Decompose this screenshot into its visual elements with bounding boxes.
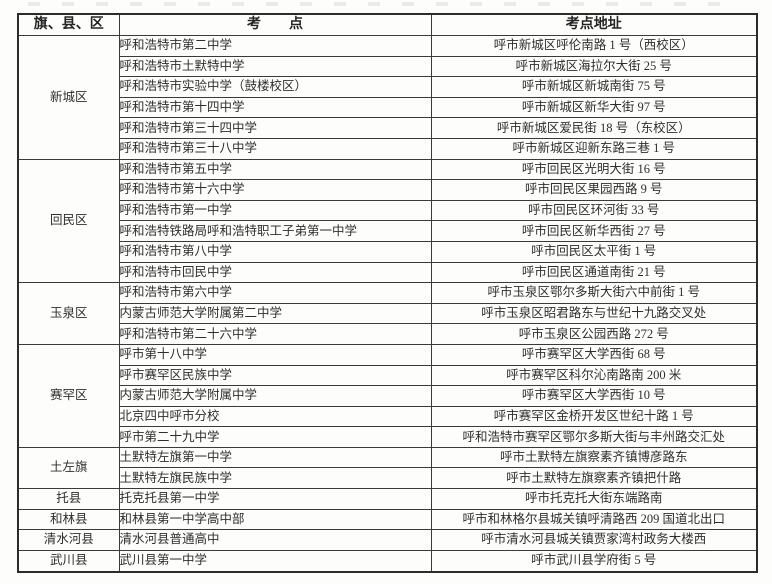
- exam-site-cell: 呼和浩特市第六中学: [118, 282, 432, 304]
- district-cell: 玉泉区: [17, 282, 120, 345]
- exam-site-cell: 呼市第十八中学: [118, 343, 432, 366]
- exam-address-cell: 呼市回民区新华西街 27 号: [430, 220, 758, 242]
- exam-site-cell: 呼和浩特市第十六中学: [118, 179, 432, 201]
- exam-table-body: 新城区 呼和浩特市第二中学 呼市新城区呼伦南路 1 号（西校区） 呼和浩特市土默特中学…: [17, 35, 758, 573]
- table-row: 呼市赛罕区民族中学 呼市赛罕区科尔沁南路南 200 米: [18, 364, 758, 387]
- exam-site-cell: 托克托县第一中学: [118, 488, 432, 510]
- exam-site-cell: 清水河县普通高中: [118, 529, 432, 551]
- table-row: 呼和浩特市第三十八中学 呼市新城区迎新东路三巷 1 号: [18, 137, 758, 160]
- table-row: 和林县 和林县第一中学高中部 呼市和林格尔县城关镇呼清路西 209 国道北出口: [17, 508, 758, 531]
- exam-site-cell: 土默特左旗民族中学: [118, 467, 432, 490]
- district-cell: 托县: [17, 488, 120, 510]
- exam-site-cell: 呼和浩特市回民中学: [118, 261, 432, 284]
- table-row: 呼和浩特市第八中学 呼市回民区太平街 1 号: [18, 240, 758, 263]
- exam-address-cell: 呼市玉泉区鄂尔多斯大街六中前街 1 号: [430, 282, 758, 304]
- exam-address-cell: 呼市回民区环河街 33 号: [430, 199, 758, 222]
- exam-site-cell: 呼市赛罕区民族中学: [118, 364, 432, 387]
- exam-site-cell: 呼和浩特市第八中学: [118, 240, 432, 263]
- exam-sites-table: 旗、县、区 考 点 考点地址 新城区 呼和浩特市第二中学 呼市新城区呼伦南路 1 号…: [17, 13, 758, 573]
- exam-address-cell: 呼市新城区海拉尔大街 25 号: [430, 55, 758, 78]
- exam-site-cell: 呼和浩特市土默特中学: [118, 55, 432, 78]
- table-row: 呼市第二十九中学 呼和浩特市赛罕区鄂尔多斯大街与丰州路交汇处: [18, 426, 758, 448]
- table-row: 武川县 武川县第一中学 呼市武川县学府街 5 号: [17, 549, 758, 573]
- district-cell: 新城区: [17, 35, 120, 160]
- exam-address-cell: 呼市和林格尔县城关镇呼清路西 209 国道北出口: [430, 508, 758, 531]
- table-row: 呼和浩特市第一中学 呼市回民区环河街 33 号: [18, 199, 758, 222]
- exam-site-cell: 呼和浩特市第一中学: [118, 199, 432, 222]
- exam-address-cell: 呼市新城区呼伦南路 1 号（西校区）: [430, 35, 758, 57]
- table-row: 呼和浩特市回民中学 呼市回民区通道南街 21 号: [18, 261, 758, 284]
- exam-address-cell: 呼市清水河县城关镇贾家湾村政务大楼西: [430, 529, 758, 551]
- table-row: 北京四中呼市分校 呼市赛罕区金桥开发区世纪十路 1 号: [18, 405, 758, 428]
- exam-address-cell: 呼和浩特市赛罕区鄂尔多斯大街与丰州路交汇处: [430, 426, 758, 448]
- exam-address-cell: 呼市土默特左旗察素齐镇博彦路东: [430, 446, 758, 469]
- district-cell: 武川县: [17, 549, 120, 573]
- exam-address-cell: 呼市托克托大街东端路南: [430, 488, 758, 510]
- table-row: 托县 托克托县第一中学 呼市托克托大街东端路南: [17, 488, 758, 510]
- exam-site-cell: 呼和浩特市第二中学: [118, 35, 432, 57]
- exam-site-cell: 内蒙古师范大学附属第二中学: [118, 302, 432, 325]
- exam-site-cell: 呼和浩特市第二十六中学: [118, 323, 432, 345]
- exam-address-cell: 呼市玉泉区公园西路 272 号: [430, 323, 758, 345]
- exam-address-cell: 呼市赛罕区金桥开发区世纪十路 1 号: [430, 405, 758, 428]
- table-row: 赛罕区 呼市第十八中学 呼市赛罕区大学西街 68 号: [17, 343, 758, 448]
- table-row: 呼和浩特市第十四中学 呼市新城区新华大街 97 号: [18, 96, 758, 119]
- district-cell: 清水河县: [17, 529, 120, 551]
- scan-crop-artifact: [28, 2, 738, 6]
- table-row: 土左旗 土默特左旗第一中学 呼市土默特左旗察素齐镇博彦路东: [17, 446, 758, 490]
- exam-address-cell: 呼市赛罕区科尔沁南路南 200 米: [430, 364, 758, 387]
- district-cell: 赛罕区: [17, 343, 120, 448]
- exam-address-cell: 呼市玉泉区昭君路东与世纪十九路交叉处: [430, 302, 758, 325]
- exam-address-cell: 呼市赛罕区大学西街 68 号: [430, 343, 758, 366]
- exam-site-cell: 呼和浩特市第五中学: [118, 158, 432, 181]
- header-exam-address: 考点地址: [430, 13, 758, 36]
- exam-site-cell: 土默特左旗第一中学: [118, 446, 432, 469]
- table-row: 呼和浩特市土默特中学 呼市新城区海拉尔大街 25 号: [18, 55, 758, 78]
- header-district: 旗、县、区: [17, 13, 120, 36]
- table-row: 内蒙古师范大学附属第二中学 呼市玉泉区昭君路东与世纪十九路交叉处: [18, 302, 758, 325]
- exam-site-cell: 和林县第一中学高中部: [118, 508, 432, 531]
- exam-site-cell: 北京四中呼市分校: [118, 405, 432, 428]
- table-row: 内蒙古师范大学附属中学 呼市赛罕区大学西街 10 号: [18, 385, 758, 407]
- exam-address-cell: 呼市回民区光明大街 16 号: [430, 158, 758, 181]
- district-cell: 土左旗: [17, 446, 120, 490]
- exam-address-cell: 呼市回民区果园西路 9 号: [430, 179, 758, 201]
- table-row: 呼和浩特铁路局呼和浩特职工子弟第一中学 呼市回民区新华西街 27 号: [18, 220, 758, 242]
- district-cell: 回民区: [17, 158, 120, 284]
- exam-address-cell: 呼市赛罕区大学西街 10 号: [430, 385, 758, 407]
- exam-address-cell: 呼市新城区新华大街 97 号: [430, 96, 758, 119]
- exam-site-cell: 呼市第二十九中学: [118, 426, 432, 448]
- header-exam-site: 考 点: [118, 13, 432, 36]
- exam-address-cell: 呼市回民区太平街 1 号: [430, 240, 758, 263]
- exam-site-cell: 呼和浩特市实验中学（鼓楼校区）: [118, 76, 432, 98]
- exam-address-cell: 呼市回民区通道南街 21 号: [430, 261, 758, 284]
- exam-site-cell: 呼和浩特市第十四中学: [118, 96, 432, 119]
- district-cell: 和林县: [17, 508, 120, 531]
- exam-site-cell: 武川县第一中学: [118, 549, 432, 573]
- exam-address-cell: 呼市武川县学府街 5 号: [430, 549, 758, 573]
- exam-address-cell: 呼市新城区爱民街 18 号（东校区）: [430, 117, 758, 139]
- table-row: 呼和浩特市实验中学（鼓楼校区） 呼市新城区新城南街 75 号: [18, 76, 758, 98]
- exam-address-cell: 呼市土默特左旗察素齐镇把什路: [430, 467, 758, 490]
- table-row: 呼和浩特市第三十四中学 呼市新城区爱民街 18 号（东校区）: [18, 117, 758, 139]
- exam-site-cell: 呼和浩特市第三十八中学: [118, 137, 432, 160]
- table-row: 呼和浩特市第二十六中学 呼市玉泉区公园西路 272 号: [18, 323, 758, 345]
- table-header-row: 旗、县、区 考 点 考点地址: [17, 13, 758, 36]
- exam-site-cell: 呼和浩特铁路局呼和浩特职工子弟第一中学: [118, 220, 432, 242]
- exam-address-cell: 呼市新城区新城南街 75 号: [430, 76, 758, 98]
- table-row: 新城区 呼和浩特市第二中学 呼市新城区呼伦南路 1 号（西校区）: [17, 35, 758, 160]
- table-row: 清水河县 清水河县普通高中 呼市清水河县城关镇贾家湾村政务大楼西: [17, 529, 758, 551]
- exam-site-cell: 呼和浩特市第三十四中学: [118, 117, 432, 139]
- exam-address-cell: 呼市新城区迎新东路三巷 1 号: [430, 137, 758, 160]
- table-row: 土默特左旗民族中学 呼市土默特左旗察素齐镇把什路: [18, 467, 758, 490]
- exam-site-cell: 内蒙古师范大学附属中学: [118, 385, 432, 407]
- table-row: 玉泉区 呼和浩特市第六中学 呼市玉泉区鄂尔多斯大街六中前街 1 号: [17, 282, 758, 345]
- table-row: 回民区 呼和浩特市第五中学 呼市回民区光明大街 16 号: [17, 158, 758, 284]
- table-row: 呼和浩特市第十六中学 呼市回民区果园西路 9 号: [18, 179, 758, 201]
